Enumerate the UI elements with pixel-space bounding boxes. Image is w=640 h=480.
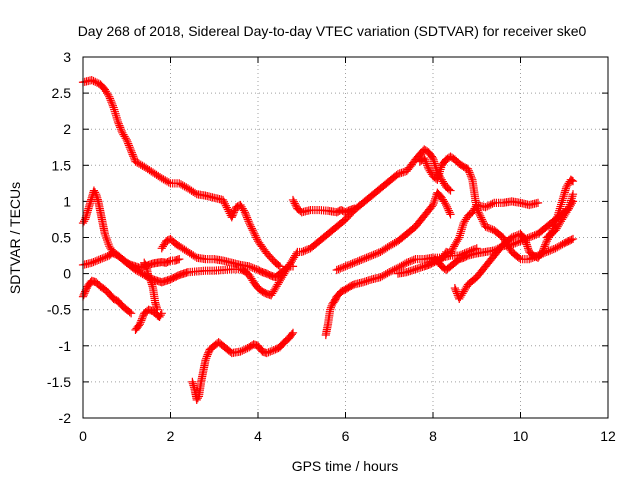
series-arc-13 [415, 152, 578, 264]
series-arc-11 [332, 188, 455, 275]
data-point [567, 176, 577, 185]
data-point [157, 309, 166, 318]
y-tick-label: -0.5 [47, 302, 71, 318]
series-arc-8 [188, 328, 298, 405]
data-point [81, 285, 91, 295]
series-arc-9 [288, 195, 359, 217]
x-tick-label: 8 [429, 428, 437, 444]
data-point [203, 350, 212, 359]
data-point [204, 348, 213, 357]
data-point [175, 255, 184, 264]
data-point [348, 281, 357, 290]
data-point [446, 186, 455, 195]
data-point [127, 309, 136, 318]
data-point [567, 235, 576, 244]
x-tick-label: 10 [513, 428, 529, 444]
data-point [227, 213, 236, 222]
axis-ticks: 0 2 4 6 8 10 12 -2 -1.5 -1 -0.5 0 0.5 1 1.5 2 2.5 3 [47, 49, 616, 444]
y-tick-label: -2 [59, 410, 72, 426]
y-axis-label: SDTVAR / TECUs [7, 182, 23, 294]
y-tick-label: 1 [63, 193, 71, 209]
x-tick-label: 4 [254, 428, 262, 444]
data-point [514, 253, 524, 263]
x-axis-label: GPS time / hours [292, 458, 399, 474]
data-point [568, 177, 578, 186]
data-point [444, 185, 454, 194]
data-point [288, 328, 298, 337]
data-point [275, 262, 284, 271]
y-tick-label: 0.5 [52, 230, 72, 246]
data-point [288, 262, 298, 271]
y-tick-label: -1 [59, 338, 72, 354]
data-series [78, 76, 578, 405]
series-arc-6 [140, 258, 162, 314]
y-tick-label: 2.5 [52, 85, 72, 101]
data-point [226, 347, 235, 356]
data-point [568, 190, 578, 199]
series-arc-16 [542, 175, 578, 242]
data-point [287, 330, 297, 339]
data-point [283, 263, 292, 272]
y-tick-label: -1.5 [47, 374, 71, 390]
plot-frame [82, 56, 609, 419]
data-point [350, 204, 359, 213]
data-point [519, 233, 528, 242]
series-arc-7 [157, 234, 298, 282]
data-point [228, 211, 237, 220]
x-tick-label: 6 [342, 428, 350, 444]
data-point [462, 252, 471, 261]
y-tick-label: 2 [63, 121, 71, 137]
series-arc-4 [78, 276, 136, 318]
y-tick-label: 3 [63, 49, 71, 65]
data-point [164, 257, 174, 266]
data-point [79, 290, 88, 300]
data-point [446, 210, 455, 219]
series-arc-1 [78, 76, 284, 271]
data-point [568, 234, 578, 244]
series-arc-5 [131, 305, 166, 335]
series-arc-10 [321, 244, 481, 340]
series-arc-3 [78, 145, 455, 300]
chart-title: Day 268 of 2018, Sidereal Day-to-day VTE… [78, 23, 587, 39]
data-point [274, 261, 283, 270]
data-point [427, 152, 437, 161]
y-tick-label: 0 [63, 266, 71, 282]
y-tick-label: 1.5 [52, 157, 72, 173]
x-tick-label: 12 [600, 428, 616, 444]
x-tick-label: 0 [79, 428, 87, 444]
data-point [533, 198, 543, 207]
data-point [80, 289, 89, 298]
data-point [229, 208, 239, 217]
data-point [125, 308, 134, 317]
x-tick-label: 2 [167, 428, 175, 444]
data-point [229, 209, 238, 219]
data-point [153, 305, 162, 314]
